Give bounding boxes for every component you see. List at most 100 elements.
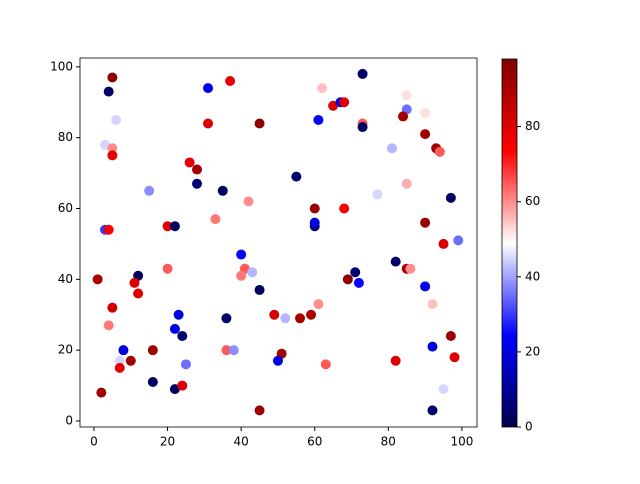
point xyxy=(427,299,438,310)
point xyxy=(453,235,464,246)
x-tick-label: 40 xyxy=(234,435,249,449)
point xyxy=(420,107,431,118)
point xyxy=(272,355,283,366)
point xyxy=(133,288,144,299)
point xyxy=(221,313,232,324)
point xyxy=(434,146,445,157)
point xyxy=(144,185,155,196)
point xyxy=(445,330,456,341)
point xyxy=(162,221,173,232)
colorbar-tick-label: 60 xyxy=(525,194,540,208)
point xyxy=(162,263,173,274)
point xyxy=(291,171,302,182)
y-tick-label: 40 xyxy=(58,272,73,286)
point xyxy=(210,214,221,225)
point xyxy=(225,76,236,87)
point xyxy=(427,341,438,352)
point xyxy=(357,122,368,133)
point xyxy=(317,83,328,94)
point xyxy=(398,111,409,122)
point xyxy=(184,157,195,168)
point xyxy=(103,320,114,331)
point xyxy=(390,355,401,366)
point xyxy=(247,267,258,278)
x-tick-label: 100 xyxy=(450,435,473,449)
point xyxy=(203,118,214,129)
point xyxy=(236,249,247,260)
point xyxy=(313,114,324,125)
point xyxy=(320,359,331,370)
point xyxy=(387,143,398,154)
plot-frame xyxy=(79,57,478,428)
point xyxy=(372,189,383,200)
point xyxy=(147,345,158,356)
point xyxy=(180,359,191,370)
point xyxy=(221,345,232,356)
x-tick-label: 80 xyxy=(381,435,396,449)
x-tick-label: 60 xyxy=(307,435,322,449)
point xyxy=(228,345,239,356)
point xyxy=(254,118,265,129)
point xyxy=(107,302,118,313)
point xyxy=(449,352,460,363)
point xyxy=(309,217,320,228)
colorbar-tick-label: 40 xyxy=(525,269,540,283)
y-tick-label: 60 xyxy=(58,201,73,215)
point xyxy=(401,178,412,189)
point xyxy=(125,355,136,366)
point xyxy=(103,224,114,235)
y-tick-label: 20 xyxy=(58,343,73,357)
point xyxy=(445,192,456,203)
colorbar-tick-label: 0 xyxy=(525,420,533,434)
point xyxy=(405,263,416,274)
point xyxy=(342,274,353,285)
point xyxy=(92,274,103,285)
point xyxy=(254,284,265,295)
point xyxy=(350,267,361,278)
point xyxy=(203,83,214,94)
point xyxy=(254,405,265,416)
point xyxy=(306,309,317,320)
point xyxy=(420,129,431,140)
colorbar-tick-label: 20 xyxy=(525,344,540,358)
point xyxy=(129,277,140,288)
point xyxy=(269,309,280,320)
x-tick-label: 20 xyxy=(160,435,175,449)
y-tick-label: 100 xyxy=(50,59,73,73)
colorbar xyxy=(501,58,518,428)
y-tick-label: 0 xyxy=(65,413,73,427)
point xyxy=(339,203,350,214)
point xyxy=(420,281,431,292)
point xyxy=(438,384,449,395)
point xyxy=(401,90,412,101)
point xyxy=(103,86,114,97)
point xyxy=(309,203,320,214)
point xyxy=(107,72,118,83)
point xyxy=(243,196,254,207)
point xyxy=(177,380,188,391)
colorbar-tick-label: 80 xyxy=(525,119,540,133)
point xyxy=(111,114,122,125)
point xyxy=(236,270,247,281)
point xyxy=(192,178,203,189)
point xyxy=(192,164,203,175)
y-tick-label: 80 xyxy=(58,130,73,144)
point xyxy=(353,277,364,288)
point xyxy=(313,299,324,310)
point xyxy=(390,256,401,267)
point xyxy=(147,377,158,388)
point xyxy=(177,330,188,341)
point xyxy=(357,68,368,79)
point xyxy=(420,217,431,228)
point xyxy=(96,387,107,398)
point xyxy=(114,362,125,373)
point xyxy=(295,313,306,324)
point xyxy=(169,221,180,232)
point xyxy=(114,355,125,366)
point xyxy=(107,143,118,154)
point xyxy=(438,238,449,249)
x-tick-label: 0 xyxy=(90,435,98,449)
point xyxy=(169,323,180,334)
point xyxy=(217,185,228,196)
